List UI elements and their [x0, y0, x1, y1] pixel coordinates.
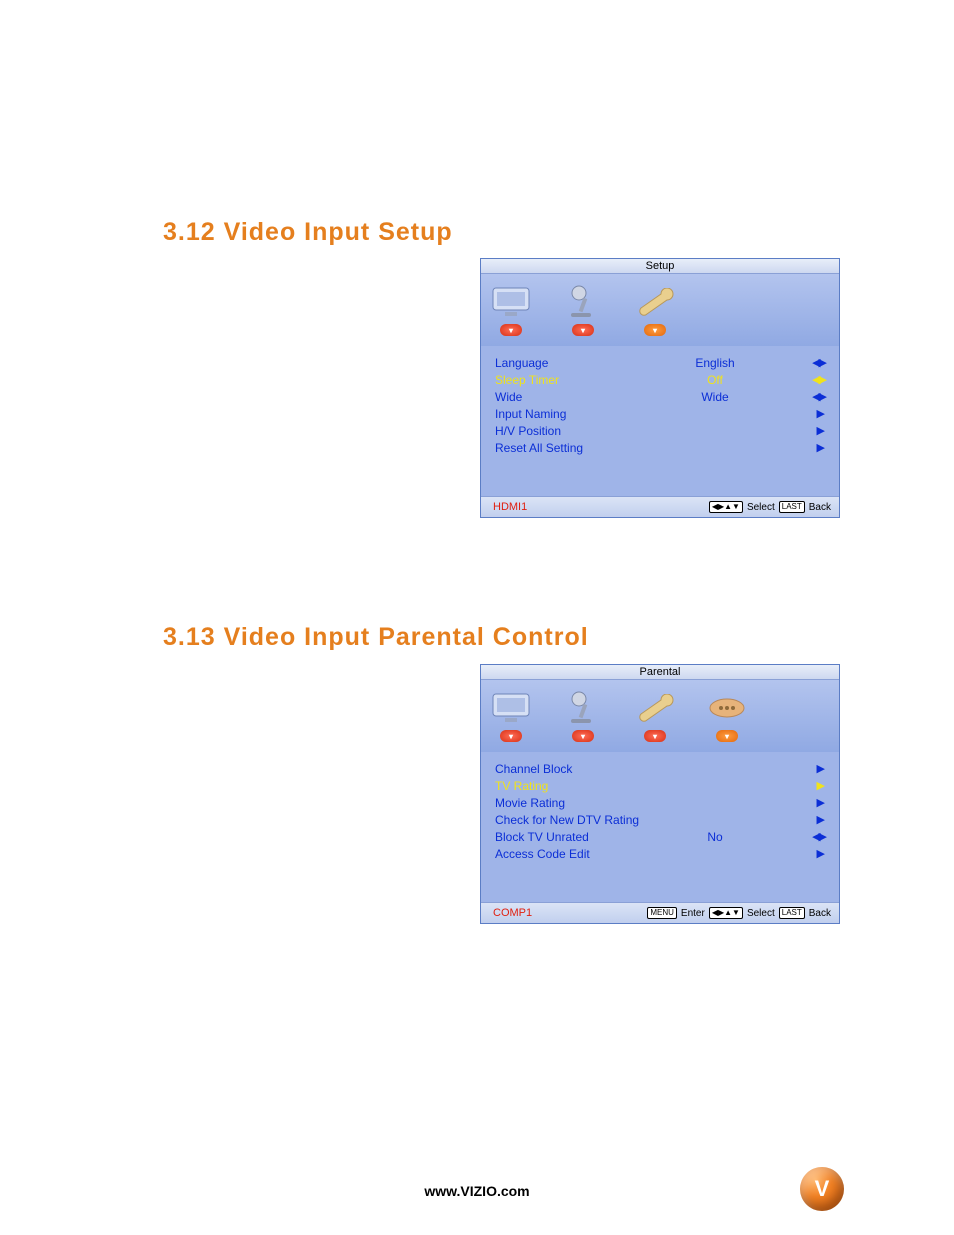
osd-title: Setup	[481, 259, 839, 274]
tv-icon	[489, 690, 533, 726]
menu-value: Wide	[675, 390, 755, 404]
osd-footer-hints: ◀▶▲▼ Select LAST Back	[709, 501, 831, 513]
menu-label: Channel Block	[495, 762, 675, 776]
menu-row[interactable]: Channel Block ▶	[495, 760, 825, 777]
menu-row[interactable]: LanguageEnglish◀▶	[495, 354, 825, 371]
remote-icon	[705, 690, 749, 726]
icon-slot-setup[interactable]: ▾	[633, 690, 677, 742]
menu-label: Check for New DTV Rating	[495, 813, 675, 827]
logo-letter: V	[815, 1176, 830, 1202]
arrow-right-icon: ▶	[755, 796, 825, 809]
keycap: ◀▶▲▼	[709, 501, 743, 513]
osd-menu-list: Channel Block▶TV Rating▶Movie Rating▶Che…	[481, 752, 839, 866]
badge-icon: ▾	[572, 324, 594, 336]
osd-title: Parental	[481, 665, 839, 680]
hint-text: Select	[747, 908, 775, 919]
menu-row[interactable]: Input Naming ▶	[495, 405, 825, 422]
osd-footer-hints: MENU Enter ◀▶▲▼ Select LAST Back	[647, 907, 831, 919]
menu-label: Sleep Timer	[495, 373, 675, 387]
arrow-right-icon: ▶	[755, 441, 825, 454]
menu-row[interactable]: Sleep TimerOff◀▶	[495, 371, 825, 388]
arrow-right-icon: ▶	[755, 813, 825, 826]
vizio-logo: V	[800, 1167, 844, 1211]
input-source-label: COMP1	[493, 907, 532, 919]
badge-icon: ▾	[500, 730, 522, 742]
heading-video-input-parental: 3.13 Video Input Parental Control	[163, 623, 589, 652]
osd-footer: COMP1 MENU Enter ◀▶▲▼ Select LAST Back	[481, 902, 839, 923]
menu-value: English	[675, 356, 755, 370]
badge-icon: ▾	[500, 324, 522, 336]
icon-slot-picture[interactable]: ▾	[489, 690, 533, 742]
osd-panel-setup: Setup ▾ ▾ ▾ LanguageEnglish◀▶Slee	[480, 258, 840, 518]
arrow-left-right-icon: ◀▶	[755, 356, 825, 369]
keycap: LAST	[779, 907, 805, 919]
osd-menu-list: LanguageEnglish◀▶Sleep TimerOff◀▶WideWid…	[481, 346, 839, 460]
hint-text: Enter	[681, 908, 705, 919]
tv-icon	[489, 284, 533, 320]
menu-label: Access Code Edit	[495, 847, 675, 861]
icon-slot-picture[interactable]: ▾	[489, 284, 533, 336]
hint-text: Back	[809, 502, 831, 513]
menu-row[interactable]: Block TV UnratedNo◀▶	[495, 828, 825, 845]
page: 3.12 Video Input Setup Setup ▾ ▾ ▾	[0, 0, 954, 1235]
badge-icon: ▾	[644, 324, 666, 336]
menu-label: Reset All Setting	[495, 441, 675, 455]
menu-label: Movie Rating	[495, 796, 675, 810]
mic-icon	[561, 690, 605, 726]
arrow-right-icon: ▶	[755, 779, 825, 792]
heading-video-input-setup: 3.12 Video Input Setup	[163, 218, 453, 247]
badge-icon: ▾	[572, 730, 594, 742]
icon-slot-audio[interactable]: ▾	[561, 690, 605, 742]
menu-label: Language	[495, 356, 675, 370]
menu-value: Off	[675, 373, 755, 387]
osd-footer: HDMI1 ◀▶▲▼ Select LAST Back	[481, 496, 839, 517]
keycap: ◀▶▲▼	[709, 907, 743, 919]
menu-row[interactable]: Check for New DTV Rating ▶	[495, 811, 825, 828]
keycap: LAST	[779, 501, 805, 513]
wrench-icon	[633, 690, 677, 726]
mic-icon	[561, 284, 605, 320]
menu-row[interactable]: H/V Position ▶	[495, 422, 825, 439]
badge-icon: ▾	[644, 730, 666, 742]
menu-value: No	[675, 830, 755, 844]
arrow-right-icon: ▶	[755, 407, 825, 420]
arrow-left-right-icon: ◀▶	[755, 373, 825, 386]
arrow-left-right-icon: ◀▶	[755, 390, 825, 403]
arrow-left-right-icon: ◀▶	[755, 830, 825, 843]
icon-slot-parental[interactable]: ▾	[705, 690, 749, 742]
menu-label: TV Rating	[495, 779, 675, 793]
keycap: MENU	[647, 907, 677, 919]
osd-icon-row: ▾ ▾ ▾	[481, 274, 839, 346]
input-source-label: HDMI1	[493, 501, 527, 513]
arrow-right-icon: ▶	[755, 762, 825, 775]
menu-row[interactable]: TV Rating ▶	[495, 777, 825, 794]
arrow-right-icon: ▶	[755, 424, 825, 437]
menu-label: Wide	[495, 390, 675, 404]
menu-label: Input Naming	[495, 407, 675, 421]
arrow-right-icon: ▶	[755, 847, 825, 860]
icon-slot-audio[interactable]: ▾	[561, 284, 605, 336]
menu-row[interactable]: Movie Rating ▶	[495, 794, 825, 811]
menu-row[interactable]: WideWide◀▶	[495, 388, 825, 405]
hint-text: Back	[809, 908, 831, 919]
hint-text: Select	[747, 502, 775, 513]
osd-panel-parental: Parental ▾ ▾ ▾	[480, 664, 840, 924]
menu-row[interactable]: Reset All Setting ▶	[495, 439, 825, 456]
icon-slot-setup[interactable]: ▾	[633, 284, 677, 336]
menu-row[interactable]: Access Code Edit ▶	[495, 845, 825, 862]
menu-label: H/V Position	[495, 424, 675, 438]
badge-icon: ▾	[716, 730, 738, 742]
wrench-icon	[633, 284, 677, 320]
osd-icon-row: ▾ ▾ ▾ ▾	[481, 680, 839, 752]
menu-label: Block TV Unrated	[495, 830, 675, 844]
